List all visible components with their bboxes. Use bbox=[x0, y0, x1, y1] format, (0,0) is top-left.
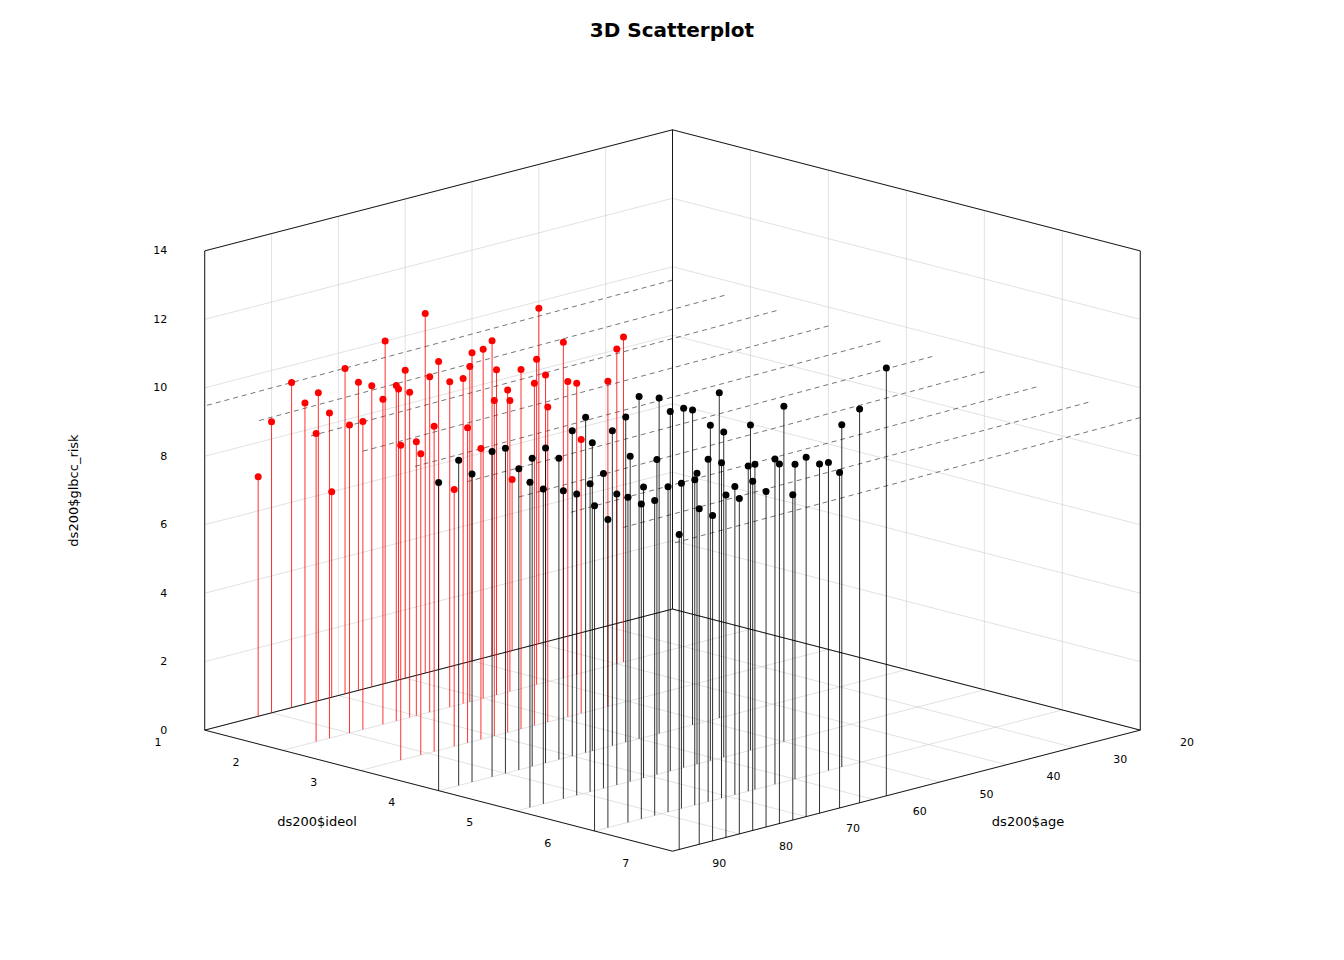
svg-text:30: 30 bbox=[1113, 753, 1127, 766]
svg-text:40: 40 bbox=[1046, 770, 1060, 783]
svg-text:2: 2 bbox=[160, 655, 167, 668]
svg-text:12: 12 bbox=[153, 313, 167, 326]
svg-text:1: 1 bbox=[154, 736, 161, 749]
svg-text:6: 6 bbox=[160, 518, 167, 531]
svg-text:4: 4 bbox=[388, 796, 395, 809]
svg-text:90: 90 bbox=[712, 857, 726, 870]
svg-text:50: 50 bbox=[980, 788, 994, 801]
svg-text:14: 14 bbox=[153, 244, 167, 257]
html-text:3D Scatterplot: 3D Scatterplot bbox=[589, 18, 755, 42]
svg-text:10: 10 bbox=[153, 381, 167, 394]
svg-text:ds200$glbcc_risk: ds200$glbcc_risk bbox=[66, 434, 81, 547]
svg-text:8: 8 bbox=[160, 450, 167, 463]
svg-text:4: 4 bbox=[160, 587, 167, 600]
svg-text:60: 60 bbox=[913, 805, 927, 818]
svg-text:80: 80 bbox=[779, 840, 793, 853]
svg-text:0: 0 bbox=[160, 724, 167, 737]
svg-text:20: 20 bbox=[1180, 736, 1194, 749]
svg-text:70: 70 bbox=[846, 822, 860, 835]
svg-text:2: 2 bbox=[232, 756, 239, 769]
svg-text:ds200$age: ds200$age bbox=[992, 814, 1064, 829]
svg-text:7: 7 bbox=[622, 857, 629, 870]
svg-text:6: 6 bbox=[544, 837, 551, 850]
svg-text:3: 3 bbox=[310, 776, 317, 789]
svg-text:5: 5 bbox=[466, 816, 473, 829]
svg-text:ds200$ideol: ds200$ideol bbox=[277, 814, 357, 829]
